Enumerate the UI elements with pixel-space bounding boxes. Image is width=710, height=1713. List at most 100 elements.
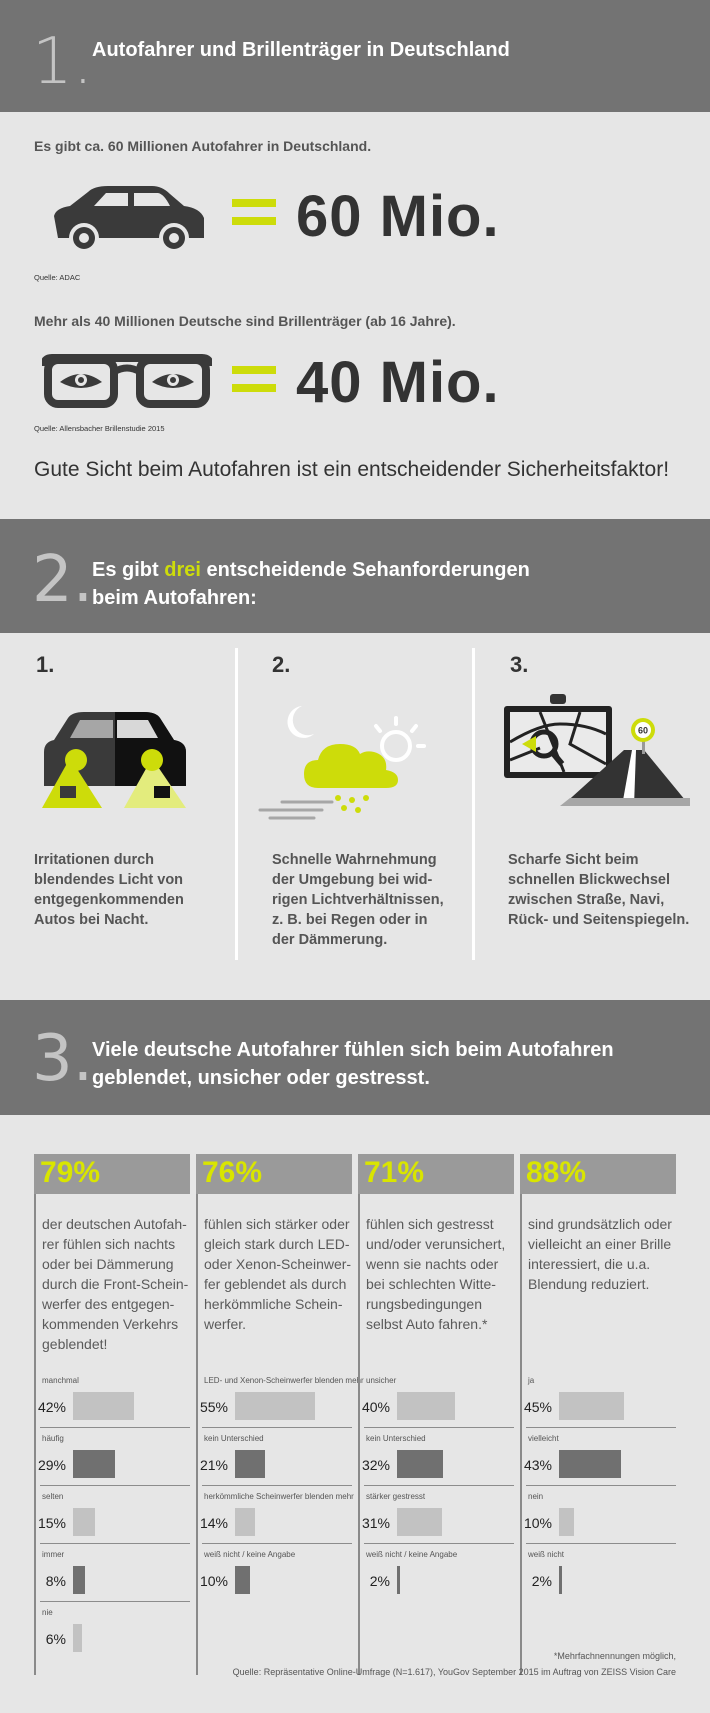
- text-line: gleich stark durch LED-: [204, 1236, 350, 1252]
- column-rule: [358, 1154, 360, 1675]
- source-allensbach: Quelle: Allensbacher Brillenstudie 2015: [34, 424, 165, 433]
- footnote: *Mehrfachnennungen möglich,: [553, 1651, 676, 1661]
- section-number: 1.: [32, 25, 94, 99]
- text-line: rigen Lichtverhältnissen,: [272, 892, 444, 908]
- bar-value-label: 43%: [523, 1457, 552, 1473]
- car-icon: [54, 186, 204, 253]
- bar: [397, 1566, 400, 1594]
- section-title: Es gibt drei entscheidende Sehanforderun…: [92, 556, 530, 612]
- stat-description: der deutschen Autofah-rer fühlen sich na…: [42, 1214, 192, 1354]
- bar: [73, 1624, 82, 1652]
- speed-sign-label: 60: [638, 726, 648, 736]
- bar-value-label: 10%: [199, 1573, 228, 1589]
- row-divider: [202, 1485, 352, 1486]
- column-rule: [196, 1154, 198, 1675]
- text-line: rer fühlen sich nachts: [42, 1236, 176, 1252]
- text-line: bei schlechten Witte-: [366, 1276, 496, 1292]
- bar-category-label: nie: [42, 1608, 53, 1617]
- text-line: kommenden Verkehrs: [42, 1316, 179, 1332]
- title-text: beim Autofahren:: [92, 587, 257, 609]
- bar-value-label: 29%: [37, 1457, 66, 1473]
- fact-glasses: Mehr als 40 Millionen Deutsche sind Bril…: [34, 313, 456, 329]
- text-line: werfer.: [204, 1316, 247, 1332]
- stat-description: fühlen sich stärker oder gleich stark dur…: [204, 1214, 354, 1334]
- glasses-count: 40 Mio.: [296, 350, 500, 415]
- section-1-header: 1. Autofahrer und Brillenträger in Deuts…: [0, 0, 710, 112]
- fact-drivers: Es gibt ca. 60 Millionen Autofahrer in D…: [34, 138, 372, 154]
- bar: [73, 1392, 134, 1420]
- bar: [559, 1508, 574, 1536]
- row-divider: [364, 1543, 514, 1544]
- row-divider: [202, 1543, 352, 1544]
- text-line: Rück- und Seitenspiegeln.: [508, 912, 690, 928]
- row-divider: [526, 1485, 676, 1486]
- bar-category-label: ja: [528, 1376, 535, 1385]
- weather-cloud-icon: [258, 706, 426, 820]
- bar-value-label: 6%: [45, 1631, 66, 1647]
- bar-category-label: stärker gestresst: [366, 1492, 426, 1501]
- stat-description: sind grundsätzlich oder vielleicht an ein…: [528, 1214, 678, 1294]
- bar: [235, 1566, 250, 1594]
- conclusion-text: Gute Sicht beim Autofahren ist ein entsc…: [34, 458, 670, 481]
- bar-value-label: 8%: [45, 1573, 66, 1589]
- text-line: rungsbedingungen: [366, 1296, 482, 1312]
- row-divider: [364, 1427, 514, 1428]
- text-line: geblendet!: [42, 1336, 108, 1352]
- text-line: entgegenkommenden: [34, 892, 184, 908]
- equals-sign: [232, 366, 276, 402]
- text-line: sind grundsätzlich oder: [528, 1216, 672, 1232]
- column-divider: [472, 648, 475, 960]
- bar-value-label: 31%: [361, 1515, 390, 1531]
- bar: [73, 1450, 116, 1478]
- stat-percentage: 88%: [526, 1156, 587, 1189]
- text-line: oder Xenon-Scheinwer-: [204, 1256, 352, 1272]
- requirement-number: 1.: [36, 652, 55, 677]
- text-line: und/oder verunsichert,: [366, 1236, 506, 1252]
- section-number: 3.: [32, 1022, 94, 1096]
- stat-headline: 71%: [358, 1154, 514, 1194]
- bar: [235, 1392, 315, 1420]
- car-headlights-icon: [42, 712, 186, 808]
- bar: [73, 1566, 85, 1594]
- requirement-text: Scharfe Sicht beim schnellen Blickwechse…: [508, 850, 708, 930]
- text-line: Irritationen durch: [34, 852, 155, 868]
- text-line: Scharfe Sicht beim: [508, 852, 639, 868]
- bar-value-label: 15%: [37, 1515, 66, 1531]
- glasses-icon: [42, 354, 212, 408]
- bar-category-label: vielleicht: [528, 1434, 559, 1443]
- survey-source: Quelle: Repräsentative Online-Umfrage (N…: [232, 1667, 676, 1677]
- section-title: Viele deutsche Autofahrer fühlen sich be…: [92, 1036, 614, 1092]
- text-line: selbst Auto fahren.*: [366, 1316, 488, 1332]
- bar-value-label: 2%: [369, 1573, 390, 1589]
- column-rule: [34, 1154, 36, 1675]
- bar-value-label: 10%: [523, 1515, 552, 1531]
- bar-category-label: manchmal: [42, 1376, 79, 1385]
- bar-value-label: 55%: [199, 1399, 228, 1415]
- stat-description: fühlen sich gestresst und/oder verunsiche…: [366, 1214, 516, 1334]
- requirement-number: 2.: [272, 652, 291, 677]
- bar-category-label: unsicher: [366, 1376, 397, 1385]
- requirement-number: 3.: [510, 652, 529, 677]
- text-line: durch die Front-Schein-: [42, 1276, 189, 1292]
- bar-category-label: kein Unterschied: [204, 1434, 264, 1443]
- bar-category-label: nein: [528, 1492, 544, 1501]
- bar: [397, 1508, 442, 1536]
- text-line: fer geblendet als durch: [204, 1276, 347, 1292]
- stat-percentage: 79%: [40, 1156, 101, 1189]
- bar-category-label: häufig: [42, 1434, 64, 1443]
- row-divider: [40, 1427, 190, 1428]
- text-line: oder bei Dämmerung: [42, 1256, 174, 1272]
- bar-category-label: weiß nicht / keine Angabe: [366, 1550, 458, 1559]
- text-line: zwischen Straße, Navi,: [508, 892, 665, 908]
- text-line: vielleicht an einer Brille: [528, 1236, 672, 1252]
- bar-value-label: 40%: [361, 1399, 390, 1415]
- bar-category-label: weiß nicht: [528, 1550, 565, 1559]
- row-divider: [526, 1427, 676, 1428]
- stat-headline: 76%: [196, 1154, 352, 1194]
- navigation-road-icon: 60: [504, 694, 690, 806]
- bar-category-label: herkömmliche Scheinwerfer blenden mehr: [204, 1492, 354, 1501]
- row-divider: [526, 1543, 676, 1544]
- title-text: Es gibt: [92, 559, 165, 581]
- section-3-header: [0, 1000, 710, 1115]
- title-text: geblendet, unsicher oder gestresst.: [92, 1067, 430, 1089]
